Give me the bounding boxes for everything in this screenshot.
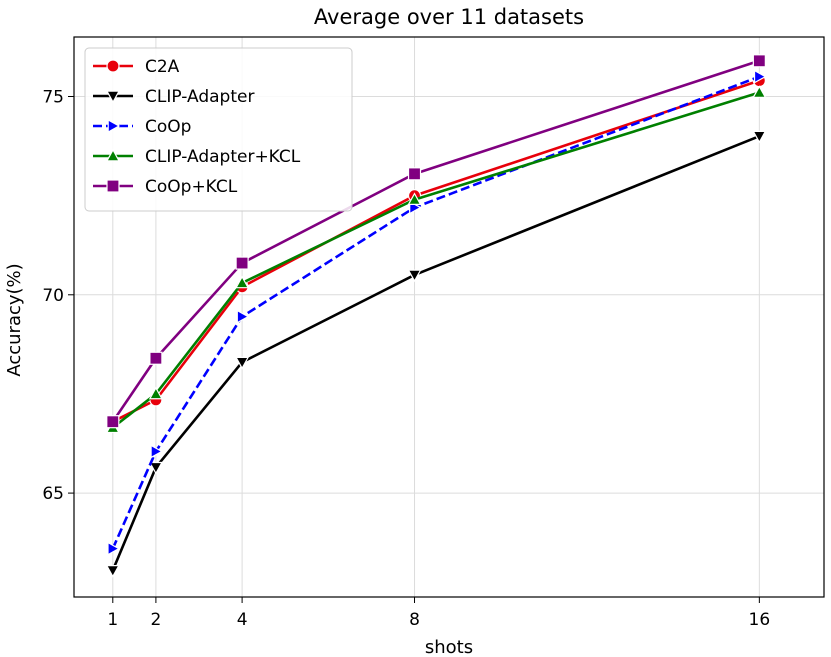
x-tick-label: 16 <box>749 610 771 630</box>
y-tick-label: 75 <box>42 87 64 107</box>
data-point <box>752 130 767 144</box>
data-point <box>235 256 249 270</box>
legend-marker <box>106 179 120 193</box>
legend-label: C2A <box>145 57 180 77</box>
data-point <box>148 386 163 400</box>
data-point <box>105 565 120 578</box>
data-point <box>753 69 767 84</box>
series-layer <box>105 54 767 578</box>
data-point <box>149 351 163 365</box>
legend-marker <box>105 90 121 104</box>
data-point <box>752 85 767 98</box>
series-coop-kcl <box>106 54 766 429</box>
plot-frame <box>73 36 825 598</box>
legend-label: CoOp <box>145 117 191 137</box>
legend-label: CLIP-Adapter+KCL <box>145 147 301 167</box>
x-axis-label: shots <box>425 637 473 657</box>
legend-marker <box>106 59 120 73</box>
y-axis: 65 70 75 <box>42 87 74 504</box>
data-point <box>148 461 163 475</box>
data-point <box>407 269 422 283</box>
y-axis-label: Accuracy(%) <box>4 263 25 376</box>
data-point <box>407 167 422 181</box>
x-tick-label: 1 <box>107 610 118 630</box>
data-point <box>236 309 250 324</box>
data-point <box>150 444 164 459</box>
legend-label: CoOp+KCL <box>145 177 238 197</box>
y-tick-label: 65 <box>42 484 64 504</box>
series-clip-adapter-kcl <box>105 85 767 434</box>
legend-box <box>84 47 353 212</box>
x-axis: 1 2 4 8 16 <box>107 597 770 630</box>
x-tick-label: 8 <box>409 610 420 630</box>
data-point <box>107 541 121 556</box>
x-tick-label: 4 <box>237 610 248 630</box>
chart-title: Average over 11 datasets <box>314 5 584 29</box>
y-tick-label: 70 <box>42 286 64 306</box>
x-tick-label: 2 <box>150 610 161 630</box>
legend-marker <box>105 148 121 162</box>
data-point <box>407 192 422 206</box>
data-point <box>752 54 766 68</box>
legend: C2A CLIP-Adapter CoOp CLIP-Adapter+KCL CoOp+… <box>84 47 353 212</box>
legend-label: CLIP-Adapter <box>145 87 254 107</box>
data-point <box>106 415 120 429</box>
legend-marker <box>107 118 121 134</box>
data-point <box>235 356 250 370</box>
series-clip-adapter <box>105 130 767 578</box>
data-point <box>235 275 250 289</box>
